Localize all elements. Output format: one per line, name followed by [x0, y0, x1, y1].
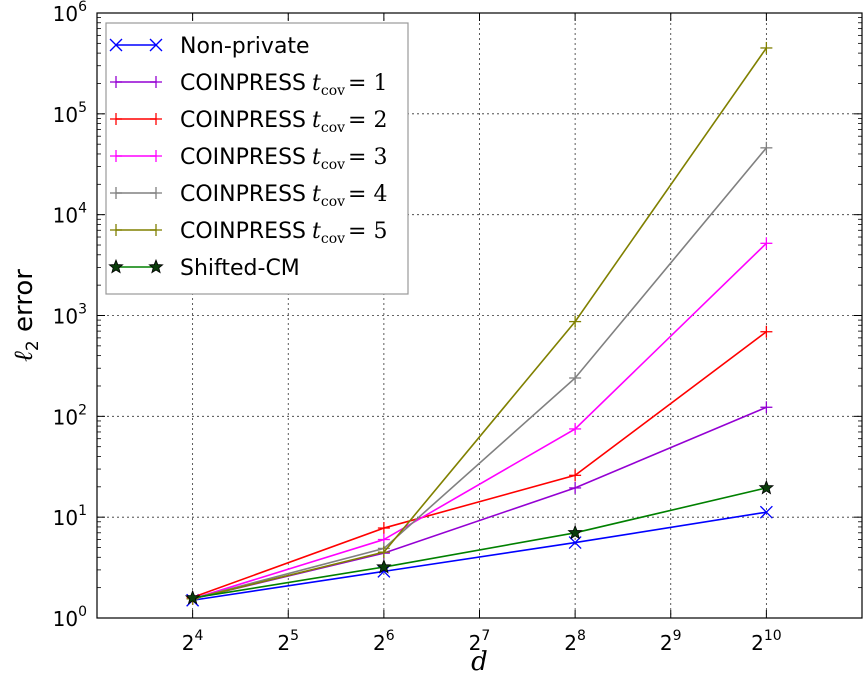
legend-entry-5: COINPRESS tcov = 5 — [110, 219, 387, 247]
legend-label: COINPRESS tcov = 3 — [180, 145, 387, 173]
data-point — [760, 41, 773, 54]
legend-marker — [148, 258, 164, 274]
y-tick-label: 102 — [53, 402, 87, 429]
data-point — [184, 589, 201, 605]
data-point — [376, 558, 392, 574]
legend-marker — [109, 38, 123, 52]
data-point — [759, 505, 773, 519]
legend-entry-3: COINPRESS tcov = 3 — [110, 145, 387, 173]
legend-marker — [110, 187, 122, 199]
data-point — [760, 325, 773, 338]
x-tick-label: 210 — [751, 628, 782, 655]
series-line — [192, 242, 767, 600]
x-tick-label: 28 — [564, 628, 586, 655]
legend-entry-0: Non-private — [109, 34, 310, 59]
x-tick-label: 29 — [660, 628, 682, 655]
legend-label: Non-private — [180, 34, 310, 59]
data-point — [569, 481, 582, 494]
legend-entry-1: COINPRESS tcov = 1 — [110, 71, 387, 99]
x-tick-label: 24 — [182, 628, 204, 655]
legend-marker — [110, 150, 122, 162]
x-tick-label: 25 — [277, 628, 299, 655]
data-point — [760, 237, 773, 250]
y-axis-label: ℓ2 error — [9, 269, 43, 362]
y-tick-label: 104 — [53, 201, 87, 228]
data-point — [569, 469, 582, 482]
x-axis-label: d — [471, 647, 488, 677]
legend-marker — [149, 38, 163, 52]
x-tick-label: 27 — [469, 628, 491, 655]
data-point — [760, 141, 773, 154]
y-tick-label: 100 — [53, 604, 87, 631]
legend-entry-4: COINPRESS tcov = 4 — [110, 182, 387, 210]
legend-label: COINPRESS tcov = 1 — [180, 71, 387, 99]
y-tick-label: 106 — [53, 0, 87, 26]
x-tick-label: 26 — [373, 628, 395, 655]
data-point — [569, 371, 582, 384]
data-point — [377, 522, 390, 535]
y-tick-label: 105 — [53, 100, 87, 127]
y-tick-label: 103 — [53, 302, 87, 329]
legend-marker — [110, 76, 122, 88]
series-line — [192, 511, 767, 602]
series-line — [192, 487, 767, 599]
series-line — [192, 147, 767, 600]
data-point — [760, 401, 773, 414]
legend-marker — [150, 113, 162, 125]
legend-label: COINPRESS tcov = 5 — [180, 219, 387, 247]
data-point — [569, 422, 582, 435]
legend-marker — [150, 187, 162, 199]
legend-label: Shifted-CM — [180, 256, 300, 281]
legend-label: COINPRESS tcov = 4 — [180, 182, 387, 210]
legend: Non-private COINPRESS tcov = 1 COINPRESS tcov… — [105, 22, 409, 295]
series-line — [192, 331, 767, 599]
legend-marker — [110, 113, 122, 125]
data-point — [567, 524, 583, 540]
y-axis-label-text: ℓ2 error — [9, 269, 43, 362]
legend-entry-6: Shifted-CM — [108, 256, 300, 281]
series-layer — [184, 41, 775, 607]
legend-marker — [150, 76, 162, 88]
legend-label: COINPRESS tcov = 2 — [180, 108, 387, 136]
legend-entry-2: COINPRESS tcov = 2 — [110, 108, 387, 136]
legend-marker — [108, 258, 124, 274]
legend-marker — [150, 150, 162, 162]
y-tick-label: 101 — [53, 503, 87, 530]
data-point — [569, 315, 582, 328]
data-point — [377, 546, 390, 559]
axis-ticks: 24 25 26 27 28 29 210 100 101 102 103 104 105 106 — [53, 0, 862, 655]
series-line — [192, 47, 768, 600]
legend-marker — [150, 224, 162, 236]
series-6 — [184, 479, 775, 605]
legend-marker — [110, 224, 122, 236]
data-point — [758, 479, 775, 495]
